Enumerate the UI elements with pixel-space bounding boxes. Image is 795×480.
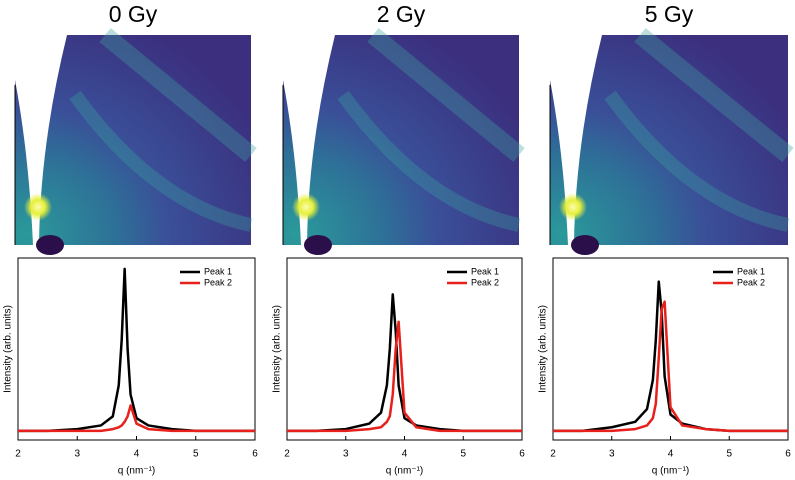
arc-ring xyxy=(69,90,253,232)
legend-label: Peak 2 xyxy=(471,277,499,287)
arc-ring xyxy=(337,90,521,232)
x-tick-label: 6 xyxy=(519,449,525,460)
arc-ring xyxy=(604,90,790,232)
x-tick-label: 5 xyxy=(193,449,199,460)
legend-label: Peak 1 xyxy=(204,266,232,276)
y-axis-label: Intensity (arb. units) xyxy=(272,305,283,393)
legend-label: Peak 2 xyxy=(204,277,232,287)
series-line xyxy=(18,267,255,433)
beam-spot xyxy=(24,193,52,221)
beam-spot xyxy=(559,193,587,221)
panel-title: 0 Gy xyxy=(109,1,158,27)
series-line xyxy=(287,320,522,433)
series-line xyxy=(553,300,788,433)
x-tick-label: 6 xyxy=(252,449,258,460)
detector-gap xyxy=(15,35,67,245)
x-tick-label: 2 xyxy=(284,449,290,460)
beam-stop xyxy=(36,235,64,255)
beam-spot xyxy=(292,193,320,221)
x-tick-label: 2 xyxy=(550,449,556,460)
detector-gap xyxy=(550,35,602,245)
detector-gap xyxy=(283,35,335,245)
panel-title: 5 Gy xyxy=(645,1,694,27)
x-axis-label: q (nm⁻¹) xyxy=(652,466,690,477)
x-tick-label: 6 xyxy=(785,449,791,460)
beam-stop xyxy=(304,235,332,255)
legend-label: Peak 1 xyxy=(471,266,499,276)
x-tick-label: 2 xyxy=(15,449,21,460)
x-tick-label: 4 xyxy=(134,449,140,460)
legend-label: Peak 2 xyxy=(737,277,765,287)
x-tick-label: 5 xyxy=(460,449,466,460)
x-tick-label: 3 xyxy=(74,449,80,460)
arc-ring xyxy=(634,28,794,163)
legend-label: Peak 1 xyxy=(737,266,765,276)
panel-title: 2 Gy xyxy=(377,1,426,27)
x-tick-label: 5 xyxy=(726,449,732,460)
x-tick-label: 4 xyxy=(668,449,674,460)
x-tick-label: 3 xyxy=(609,449,615,460)
arc-ring xyxy=(99,28,257,162)
series-line xyxy=(287,293,522,433)
series-line xyxy=(18,404,255,433)
y-axis-label: Intensity (arb. units) xyxy=(3,305,14,393)
beam-stop xyxy=(571,235,599,255)
x-axis-label: q (nm⁻¹) xyxy=(118,466,156,477)
arc-ring xyxy=(367,28,525,162)
x-axis-label: q (nm⁻¹) xyxy=(386,466,424,477)
y-axis-label: Intensity (arb. units) xyxy=(538,305,549,393)
x-tick-label: 3 xyxy=(343,449,349,460)
x-tick-label: 4 xyxy=(402,449,408,460)
